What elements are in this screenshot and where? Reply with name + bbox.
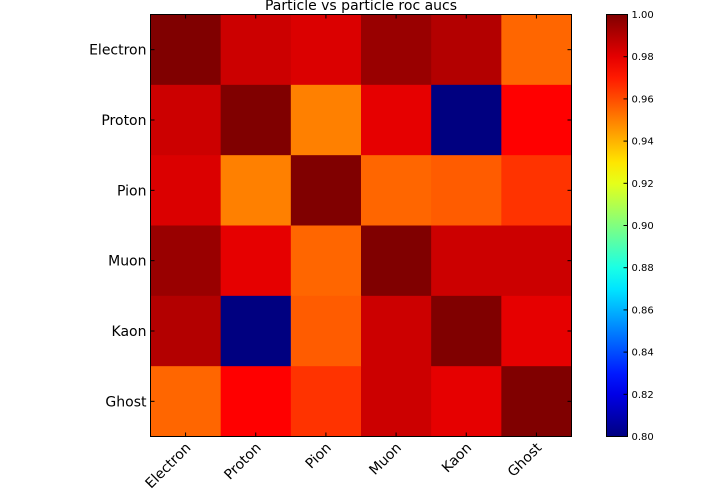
heatmap-cell [150, 14, 222, 86]
heatmap-cell [431, 295, 502, 367]
heatmap-cell [361, 14, 432, 86]
heatmap-cell [501, 155, 572, 226]
heatmap-cell [220, 155, 292, 226]
x-tick-label: Proton [221, 440, 264, 483]
x-tick-label: Pion [303, 440, 335, 472]
heatmap-cell [361, 295, 432, 367]
y-tick-label: Muon [108, 254, 146, 270]
colorbar-tick-label: 0.98 [632, 52, 654, 63]
heatmap-cell [290, 84, 362, 156]
heatmap-cell [361, 155, 432, 226]
y-tick-label: Electron [89, 43, 146, 59]
axis-ticks [150, 14, 572, 437]
colorbar-tick-label: 0.90 [632, 221, 654, 232]
colorbar-tick-label: 0.88 [632, 263, 654, 274]
heatmap-cell [150, 295, 222, 367]
colorbar-tick-label: 0.86 [632, 305, 654, 316]
heatmap-cell [501, 295, 572, 367]
heatmap-cell [220, 225, 292, 297]
chart-title: Particle vs particle roc aucs [265, 0, 457, 14]
heatmap-cell [150, 155, 222, 226]
heatmap-cell [431, 155, 502, 226]
x-tick-label: Muon [366, 440, 404, 478]
heatmap-cell [220, 84, 292, 156]
y-axis-labels: Electron Proton Pion Muon Kaon Ghost [89, 43, 147, 411]
heatmap-cell [361, 84, 432, 156]
heatmap-cell [220, 295, 292, 367]
y-tick-label: Kaon [112, 324, 147, 340]
heatmap-cell [220, 14, 292, 86]
colorbar-tick-label: 1.00 [632, 10, 654, 21]
heatmap-cell [290, 225, 362, 297]
heatmap-cell [361, 225, 432, 297]
colorbar-tick-label: 0.92 [632, 179, 654, 190]
colorbar-tick-label: 0.82 [632, 390, 654, 401]
heatmap-cell [501, 14, 572, 86]
colorbar-tick-label: 0.94 [632, 137, 654, 148]
y-tick-label: Ghost [105, 394, 147, 410]
x-axis-labels: Electron Proton Pion Muon Kaon Ghost [142, 440, 545, 492]
heatmap-cell [150, 366, 222, 437]
heatmap-cell [290, 366, 362, 437]
colorbar-tick-label: 0.80 [632, 432, 654, 443]
heatmap-cell [150, 225, 222, 297]
heatmap-cell [501, 225, 572, 297]
heatmap-cell [150, 84, 222, 156]
heatmap-cell [290, 155, 362, 226]
colorbar-tick-label: 0.84 [632, 348, 654, 359]
colorbar-tick-label: 0.96 [632, 94, 654, 105]
heatmap-cells [150, 14, 572, 437]
y-tick-label: Proton [101, 113, 146, 129]
heatmap-cell [290, 14, 362, 86]
y-tick-label: Pion [117, 183, 146, 199]
heatmap-cell [431, 14, 502, 86]
heatmap-cell [431, 225, 502, 297]
x-tick-label: Electron [142, 440, 194, 492]
heatmap-cell [431, 366, 502, 437]
heatmap-cell [220, 366, 292, 437]
heatmap-cell [361, 366, 432, 437]
heatmap-cell [501, 366, 572, 437]
x-tick-label: Kaon [439, 440, 475, 476]
plot-frame [150, 14, 572, 437]
heatmap-cell [431, 84, 502, 156]
colorbar-ticks: 0.80 0.82 0.84 0.86 0.88 0.90 0.92 0.94 0.96 0.98… [623, 10, 654, 443]
x-tick-label: Ghost [505, 440, 546, 481]
heatmap-cell [501, 84, 572, 156]
heatmap-cell [290, 295, 362, 367]
